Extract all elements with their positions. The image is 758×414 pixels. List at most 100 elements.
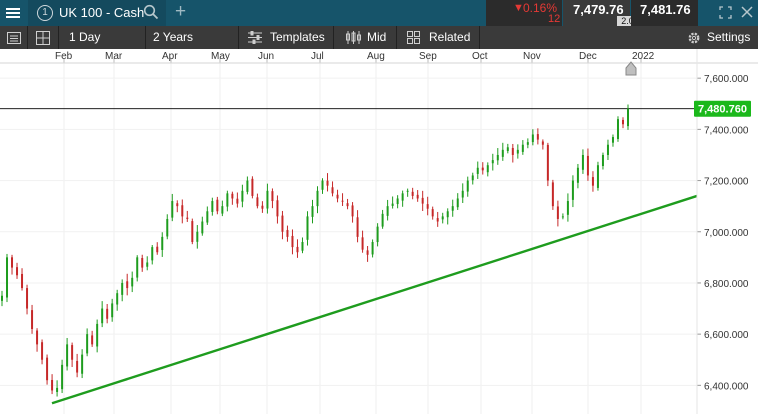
- candle-body: [516, 149, 519, 154]
- sell-button[interactable]: 7,479.76: [563, 0, 630, 26]
- candle-body: [41, 342, 44, 360]
- candle-body: [361, 237, 364, 250]
- y-tick-label: 7,000.000: [704, 228, 749, 239]
- candle-body: [301, 241, 304, 251]
- list-view-button[interactable]: [0, 26, 28, 49]
- candle-body: [571, 180, 574, 200]
- candle-body: [591, 177, 594, 186]
- candle-body: [21, 273, 24, 289]
- candle-body: [586, 155, 589, 176]
- candle-body: [441, 216, 444, 220]
- candle-body: [526, 142, 529, 145]
- price-type-label: Mid: [367, 30, 387, 44]
- candle-body: [627, 108, 629, 127]
- candle-body: [66, 344, 69, 367]
- today-marker[interactable]: [625, 61, 637, 76]
- x-tick-label: Feb: [55, 51, 73, 62]
- today-marker-icon: [625, 61, 637, 76]
- candle-body: [601, 154, 604, 167]
- x-tick-label: Jun: [258, 51, 274, 62]
- candlestick-icon: [346, 31, 361, 44]
- candle-body: [276, 200, 279, 217]
- x-tick-label: May: [211, 51, 230, 62]
- candle-body: [546, 144, 549, 181]
- candle-body: [511, 147, 514, 155]
- candle-body: [391, 203, 394, 206]
- candle-body: [561, 216, 564, 218]
- top-bar: 1 UK 100 - Cash + ▼ 0.16% 12 7,479.76 2.…: [0, 0, 758, 26]
- candle-body: [226, 193, 229, 207]
- close-icon[interactable]: [740, 5, 754, 19]
- candle-body: [51, 379, 54, 391]
- candle-body: [426, 204, 429, 209]
- x-tick-label: Dec: [579, 51, 597, 62]
- candle-body: [161, 236, 164, 250]
- gear-icon: [688, 32, 700, 44]
- candle-body: [596, 165, 599, 188]
- candle-body: [256, 197, 259, 207]
- candle-body: [251, 178, 254, 196]
- candle-body: [316, 190, 319, 207]
- price-chart[interactable]: Feb Mar Apr May Jun Jul Aug Sep Oct Nov Dec 2022 7,…: [0, 49, 758, 414]
- menu-icon[interactable]: [0, 0, 26, 26]
- candle-body: [461, 190, 464, 198]
- expand-icon[interactable]: [718, 5, 732, 19]
- change-points: 12: [548, 13, 561, 25]
- candle-body: [216, 199, 219, 212]
- candle-body: [1, 295, 3, 301]
- templates-button[interactable]: Templates: [239, 26, 334, 49]
- candle-body: [486, 165, 489, 173]
- down-arrow-icon: ▼: [513, 2, 524, 14]
- range-label: 2 Years: [153, 30, 194, 44]
- candle-body: [76, 360, 79, 373]
- candle-body: [166, 218, 169, 237]
- candle-body: [381, 213, 384, 227]
- buy-button[interactable]: 7,481.76: [631, 0, 698, 26]
- candle-body: [16, 267, 19, 276]
- candle-body: [71, 345, 74, 360]
- candle-body: [156, 246, 159, 253]
- candle-body: [501, 149, 504, 157]
- candle-body: [491, 160, 494, 164]
- candle-body: [321, 180, 324, 190]
- candle-body: [576, 167, 579, 183]
- candle-body: [241, 190, 244, 202]
- tab-index-badge: 1: [37, 5, 53, 21]
- settings-button[interactable]: Settings: [676, 26, 758, 49]
- sell-price: 7,479.76: [573, 2, 624, 17]
- candle-body: [336, 194, 339, 199]
- y-tick-label: 6,400.000: [704, 381, 749, 392]
- candle-body: [116, 293, 119, 305]
- candle-body: [436, 218, 439, 222]
- candle-body: [291, 235, 294, 248]
- layout-button[interactable]: [28, 26, 59, 49]
- x-tick-label: Nov: [523, 51, 541, 62]
- x-tick-label: Apr: [162, 51, 178, 62]
- candle-body: [141, 258, 144, 268]
- candle-body: [551, 182, 554, 207]
- interval-dropdown[interactable]: 1 Day: [59, 26, 146, 49]
- candle-body: [481, 167, 484, 171]
- candle-body: [356, 217, 359, 237]
- tab-ukx[interactable]: 1 UK 100 - Cash: [28, 0, 166, 26]
- candle-body: [306, 216, 309, 240]
- related-button[interactable]: Related: [397, 26, 480, 49]
- price-type-dropdown[interactable]: Mid: [334, 26, 397, 49]
- candle-body: [201, 221, 204, 234]
- candle-body: [466, 180, 469, 192]
- candle-body: [236, 198, 239, 204]
- range-dropdown[interactable]: 2 Years: [146, 26, 239, 49]
- candle-body: [406, 190, 409, 192]
- candle-body: [261, 205, 264, 209]
- candle-body: [176, 203, 179, 207]
- candle-body: [26, 288, 29, 309]
- current-price-label: 7,480.760: [698, 104, 747, 116]
- candle-body: [211, 201, 214, 212]
- candle-body: [376, 226, 379, 243]
- search-icon[interactable]: [143, 4, 159, 25]
- candle-body: [451, 206, 454, 211]
- candle-body: [386, 206, 389, 216]
- candle-body: [616, 119, 619, 139]
- candle-body: [146, 262, 149, 267]
- add-tab-button[interactable]: +: [175, 1, 187, 22]
